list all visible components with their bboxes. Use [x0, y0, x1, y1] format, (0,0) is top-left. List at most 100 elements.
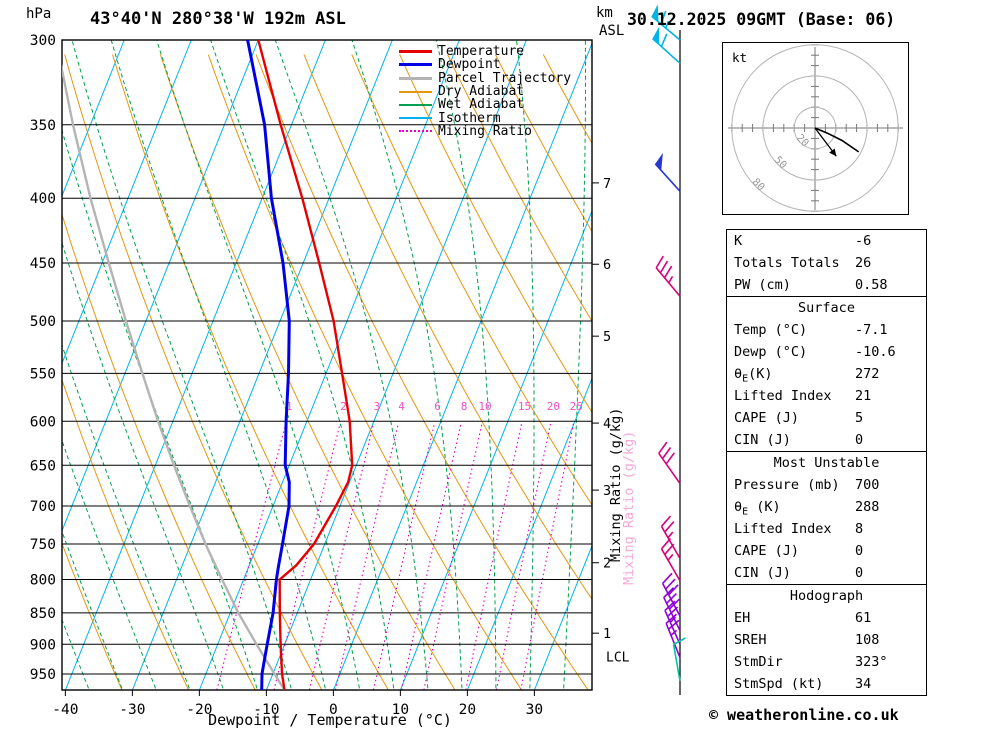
- pressure-tick-label: 550: [30, 366, 56, 382]
- table-row: StmDir 323°: [727, 651, 926, 673]
- x-axis-label: Dewpoint / Temperature (°C): [208, 711, 452, 729]
- temperature-tick-label: 30: [526, 702, 543, 718]
- mixing-ratio-axis-label: Mixing Ratio (g/kg): [608, 408, 624, 562]
- row-value: 0: [855, 543, 864, 559]
- mixing-ratio-value-label: 20: [547, 400, 560, 413]
- row-label-text: CIN (J): [734, 565, 791, 581]
- pressure-tick-label: 750: [30, 537, 56, 553]
- row-label-text: θ: [734, 366, 743, 382]
- hodograph-ring: [731, 44, 899, 212]
- row-label: Lifted Index: [734, 385, 855, 407]
- altitude-unit-km-label: km: [596, 5, 613, 21]
- row-label-text: CIN (J): [734, 432, 791, 448]
- legend-swatch-parcel-trajectory: [399, 76, 432, 80]
- pressure-tick-label: 800: [30, 572, 56, 588]
- row-label-text: SREH: [734, 632, 767, 648]
- row-value: 21: [855, 388, 872, 404]
- pressure-tick-label: 700: [30, 499, 56, 515]
- dewpoint-curve: [246, 40, 291, 690]
- mixing-ratio-line: [495, 423, 552, 690]
- dry-adiabat-line: [62, 542, 123, 690]
- legend-swatch-wet-adiabat: [399, 103, 432, 106]
- mixing-ratio-line: [334, 423, 399, 690]
- row-value: 0.58: [855, 277, 888, 293]
- isotherm-line: [399, 209, 592, 690]
- legend-swatch-mixing-ratio: [399, 130, 432, 133]
- table-section-hodograph: Hodograph EH 61 SREH 108 StmDir 323° StmSpd…: [726, 584, 927, 696]
- dry-adiabat-line: [64, 54, 323, 690]
- isotherm-line: [265, 40, 527, 690]
- row-label-text: StmDir: [734, 654, 783, 670]
- row-label-text: Lifted Index: [734, 388, 832, 404]
- table-row: θE(K) 272: [727, 363, 926, 385]
- legend-label: Parcel Trajectory: [438, 70, 572, 86]
- pressure-tick-label: 300: [30, 33, 56, 49]
- mixing-ratio-line: [273, 423, 341, 690]
- wet-adiabat-line: [110, 40, 326, 689]
- table-row: Lifted Index 8: [727, 518, 926, 540]
- row-label-text: CAPE (J): [734, 410, 800, 426]
- wet-adiabat-line: [351, 40, 463, 689]
- plot-border: [61, 39, 593, 691]
- wet-adiabat-line: [62, 530, 123, 689]
- altitude-unit-asl-label: ASL: [599, 23, 625, 39]
- legend-swatch-temperature: [399, 50, 432, 54]
- station-title: 43°40'N 280°38'W 192m ASL: [90, 9, 346, 29]
- table-section-indices: K -6 Totals Totals 26 PW (cm) 0.58: [726, 229, 927, 297]
- wind-barb: [651, 26, 681, 64]
- hodograph-ring: [793, 106, 837, 150]
- info-table: K -6 Totals Totals 26 PW (cm) 0.58 Surface …: [726, 229, 927, 696]
- dry-adiabat-line: [351, 54, 592, 506]
- table-row: CAPE (J) 0: [727, 540, 926, 562]
- row-label: K: [734, 230, 855, 252]
- row-label: Dewp (°C): [734, 341, 855, 363]
- row-label: θE(K): [734, 363, 855, 385]
- row-label-text: Lifted Index: [734, 521, 832, 537]
- section-header: Hodograph: [789, 588, 864, 604]
- legend-label: Dewpoint: [438, 57, 501, 73]
- dry-adiabat-line: [62, 212, 256, 690]
- wind-barb: [661, 572, 681, 617]
- wind-barb: [665, 613, 681, 658]
- table-row: PW (cm) 0.58: [727, 274, 926, 296]
- row-value: 700: [855, 477, 880, 493]
- table-row: Temp (°C) -7.1: [727, 319, 926, 341]
- wet-adiabat-line: [62, 241, 224, 689]
- legend-item-isotherm: Isotherm: [399, 111, 571, 125]
- table-row: CAPE (J) 5: [727, 407, 926, 429]
- wet-adiabat-line: [0, 40, 55, 688]
- pressure-tick-label: 350: [30, 118, 56, 134]
- table-row: EH 61: [727, 607, 926, 629]
- row-label-text: StmSpd (kt): [734, 676, 824, 692]
- wind-barb: [660, 537, 681, 582]
- mixing-ratio-line: [520, 423, 574, 690]
- km-tick-label: 1: [603, 626, 611, 642]
- dry-adiabat-line: [112, 54, 389, 690]
- row-label-text: θ: [734, 499, 743, 515]
- legend-label: Wet Adiabat: [438, 97, 525, 113]
- row-label-text: Temp (°C): [734, 322, 808, 338]
- dry-adiabat-line: [207, 54, 522, 690]
- row-value: -10.6: [855, 344, 896, 360]
- wind-barb: [658, 441, 681, 485]
- pressure-tick-label: 600: [30, 414, 56, 430]
- table-row: K -6: [727, 230, 926, 252]
- legend-item-temperature: Temperature: [399, 45, 571, 58]
- table-row: Dewp (°C) -10.6: [727, 341, 926, 363]
- row-label: CAPE (J): [734, 407, 855, 429]
- pressure-tick-label: 500: [30, 314, 56, 330]
- dry-adiabat-line: [159, 54, 456, 690]
- table-row: θE (K) 288: [727, 496, 926, 518]
- legend-item-dry-adiabat: Dry Adiabat: [399, 85, 571, 98]
- temperature-axis: -40 -30 -20 -10 0 10 20 30 Dewpoint / Temperatur…: [52, 690, 543, 729]
- mixing-ratio-value-label: 25: [570, 400, 583, 413]
- pressure-axis: 300 350 400 450 500 550 600 650 700 750 800 850 900 9…: [30, 33, 592, 683]
- isotherm-line: [198, 40, 460, 690]
- dry-adiabat-line: [399, 54, 592, 414]
- row-label-text: Dewp (°C): [734, 344, 808, 360]
- hodograph-ring: [762, 75, 868, 181]
- pressure-unit-label: hPa: [26, 6, 52, 22]
- pressure-tick-label: 900: [30, 637, 56, 653]
